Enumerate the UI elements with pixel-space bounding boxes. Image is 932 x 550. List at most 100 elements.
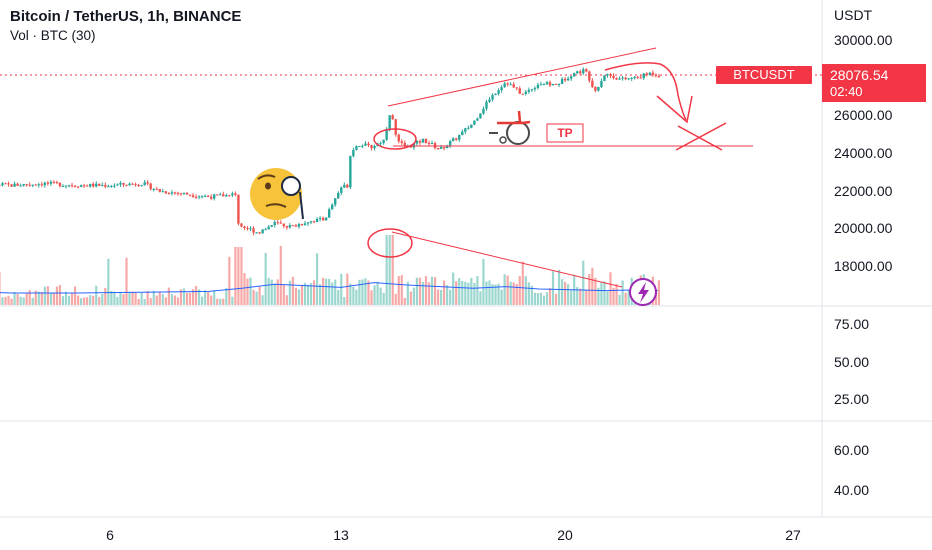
volume-bar bbox=[1, 297, 4, 305]
volume-bar bbox=[52, 293, 55, 305]
candle-body bbox=[539, 84, 543, 86]
candle-body bbox=[579, 71, 582, 74]
candle-body bbox=[82, 185, 86, 187]
volume-bar bbox=[64, 291, 68, 305]
candle-body bbox=[482, 108, 485, 114]
candle-body bbox=[4, 183, 7, 185]
candle-body bbox=[445, 145, 449, 149]
candle-body bbox=[436, 148, 440, 150]
candle-body bbox=[612, 75, 615, 79]
candle-body bbox=[503, 83, 506, 88]
candle-body bbox=[551, 83, 555, 86]
candle-body bbox=[391, 115, 394, 120]
candle-body bbox=[152, 188, 155, 190]
volume-bar bbox=[119, 292, 122, 305]
candle-body bbox=[276, 222, 279, 224]
candle-body bbox=[524, 91, 527, 94]
candle-body bbox=[582, 69, 585, 74]
volume-bar bbox=[210, 295, 213, 305]
volume-indicator-label: Vol · BTC (30) bbox=[10, 28, 96, 43]
volume-bar bbox=[349, 283, 352, 305]
volume-bar bbox=[10, 298, 13, 305]
volume-bar bbox=[654, 290, 657, 305]
candle-body bbox=[533, 87, 537, 90]
pane3-tick: 40.00 bbox=[834, 482, 869, 498]
candle-body bbox=[28, 184, 31, 186]
volume-bar bbox=[479, 291, 482, 305]
volume-bar bbox=[467, 282, 470, 305]
volume-bar bbox=[213, 290, 216, 305]
candle-body bbox=[216, 194, 219, 196]
candle-body bbox=[210, 196, 213, 199]
candle-body bbox=[560, 78, 564, 84]
volume-bar bbox=[98, 297, 101, 305]
candle-body bbox=[566, 78, 570, 81]
volume-bar bbox=[158, 292, 161, 305]
volume-bar bbox=[264, 253, 267, 305]
candle-body bbox=[191, 195, 195, 197]
candle-body bbox=[633, 76, 636, 79]
candle-body bbox=[164, 191, 168, 194]
last-price-tag-bg bbox=[822, 64, 926, 102]
candle-body bbox=[618, 78, 621, 80]
candle-body bbox=[131, 183, 134, 185]
volume-bar bbox=[548, 287, 552, 305]
candle-body bbox=[585, 69, 588, 72]
volume-bar bbox=[49, 292, 52, 305]
candle-body bbox=[246, 227, 249, 230]
candle-body bbox=[479, 113, 482, 119]
volume-bar bbox=[476, 276, 479, 305]
volume-bar bbox=[279, 245, 282, 305]
price-tick: 18000.00 bbox=[834, 258, 893, 274]
candle-body bbox=[34, 184, 37, 186]
volume-bar bbox=[464, 281, 467, 305]
volume-bar bbox=[379, 287, 382, 305]
candle-body bbox=[385, 128, 388, 140]
volume-bar bbox=[328, 278, 331, 305]
candle-body bbox=[200, 196, 204, 198]
candle-body bbox=[297, 224, 301, 227]
candle-body bbox=[515, 87, 518, 89]
symbol-tag: BTCUSDT bbox=[733, 67, 794, 82]
candle-body bbox=[521, 93, 524, 95]
volume-bar bbox=[400, 275, 403, 305]
volume-bar bbox=[443, 280, 446, 305]
candle-body bbox=[264, 229, 267, 231]
volume-bar bbox=[204, 290, 207, 305]
pane3-tick: 60.00 bbox=[834, 442, 869, 458]
candle-body bbox=[155, 188, 158, 190]
candle-body bbox=[73, 185, 77, 187]
candle-body bbox=[67, 185, 71, 187]
volume-bar bbox=[285, 295, 288, 305]
candle-body bbox=[300, 224, 304, 226]
candle-body bbox=[648, 72, 652, 75]
volume-bar bbox=[164, 297, 167, 305]
volume-bar bbox=[591, 267, 594, 305]
candle-body bbox=[409, 146, 413, 148]
candle-body bbox=[291, 225, 295, 227]
candle-body bbox=[125, 184, 128, 186]
candle-body bbox=[143, 182, 146, 186]
volume-bar bbox=[173, 295, 176, 305]
volume-bar bbox=[198, 289, 201, 305]
volume-bar bbox=[488, 280, 491, 305]
candle-body bbox=[89, 183, 92, 187]
volume-bar bbox=[452, 272, 455, 305]
candle-body bbox=[285, 226, 289, 228]
candle-body bbox=[645, 73, 648, 75]
volume-bar bbox=[34, 290, 37, 305]
candle-body bbox=[270, 225, 273, 227]
candle-body bbox=[334, 198, 337, 205]
volume-bar bbox=[382, 292, 385, 305]
volume-bar bbox=[246, 278, 249, 305]
candle-body bbox=[16, 183, 19, 186]
candle-body bbox=[400, 141, 403, 143]
candle-body bbox=[509, 84, 512, 86]
x-tick: 6 bbox=[106, 527, 114, 543]
volume-bar bbox=[461, 280, 464, 305]
volume-bar bbox=[116, 297, 119, 305]
candle-body bbox=[554, 83, 558, 85]
candle-body bbox=[542, 84, 546, 86]
volume-bar bbox=[258, 286, 261, 305]
